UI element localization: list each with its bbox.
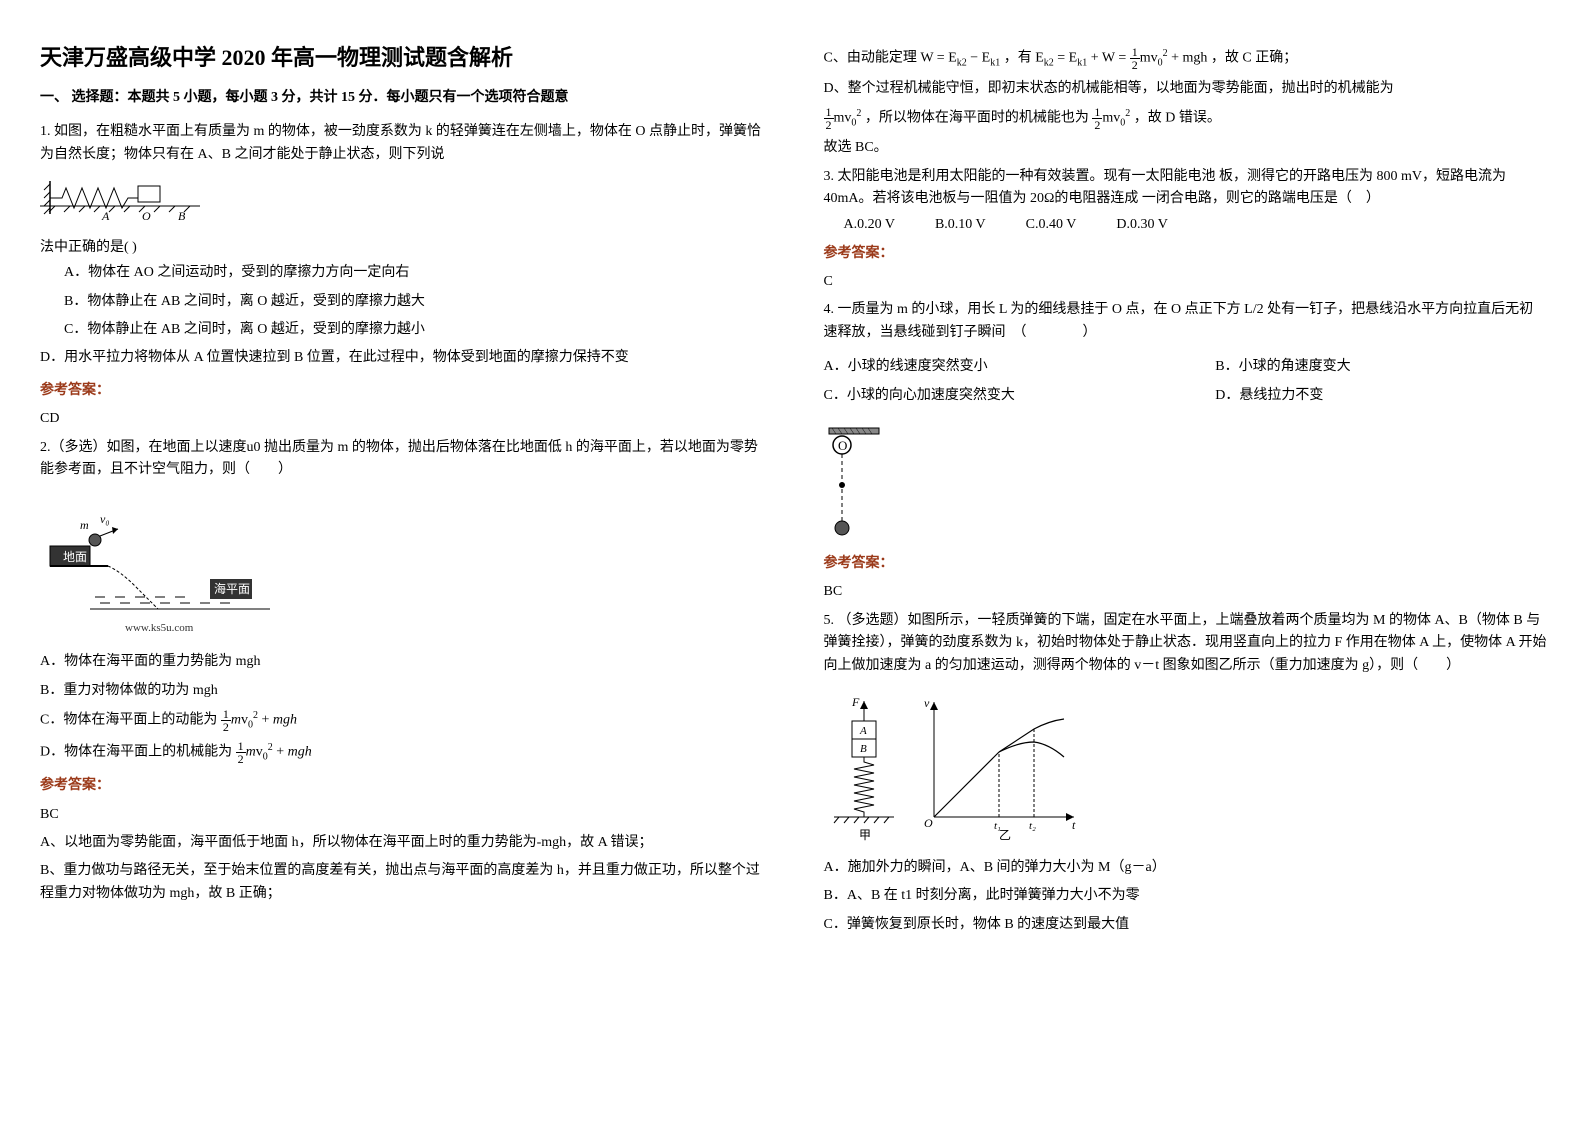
q3-answer: C	[824, 271, 1548, 293]
q2-optB: B．重力对物体做的功为 mgh	[40, 680, 764, 702]
q3-optB: B.0.10 V	[935, 217, 986, 233]
q1-stem2: 法中正确的是( )	[40, 240, 137, 255]
q4-figure: O	[824, 423, 924, 543]
q2-answer: BC	[40, 804, 764, 826]
q5-figure: B A F 甲 v t O t₁ t₂ 乙	[824, 687, 1084, 847]
svg-text:O: O	[142, 209, 151, 223]
q2-explC-pre: C、由动能定理	[824, 51, 921, 66]
q5-optB: B．A、B 在 t1 时刻分离，此时弹簧弹力大小不为零	[824, 885, 1548, 907]
q3-options: A.0.20 V B.0.10 V C.0.40 V D.0.30 V	[824, 217, 1548, 233]
section-header: 一、 选择题：本题共 5 小题，每小题 3 分，共计 15 分．每小题只有一个选…	[40, 87, 764, 109]
svg-text:A: A	[859, 725, 867, 737]
q3-answer-label: 参考答案：	[824, 243, 1548, 265]
q2-explD: D、整个过程机械能守恒，即初末状态的机械能相等，以地面为零势能面，抛出时的机械能…	[824, 78, 1548, 100]
q5-optC: C．弹簧恢复到原长时，物体 B 的速度达到最大值	[824, 914, 1548, 936]
q2-explD2-post: ，故 D 错误。	[1134, 111, 1221, 126]
svg-text:O: O	[838, 438, 847, 453]
svg-text:乙: 乙	[999, 828, 1011, 842]
q2-optC-pre: C．物体在海平面上的动能为	[40, 713, 221, 728]
q1-figure: A O B	[40, 176, 210, 226]
q2-explC-mid: ，有	[1004, 51, 1036, 66]
q4-answer-label: 参考答案：	[824, 553, 1548, 575]
q2-optC: C．物体在海平面上的动能为 12mv02 + mgh	[40, 708, 764, 734]
q1-optC: C．物体静止在 AB 之间时，离 O 越近，受到的摩擦力越小	[64, 319, 764, 341]
left-column: 天津万盛高级中学 2020 年高一物理测试题含解析 一、 选择题：本题共 5 小…	[40, 40, 764, 942]
q1-optD: D．用水平拉力将物体从 A 位置快速拉到 B 位置，在此过程中，物体受到地面的摩…	[40, 347, 764, 369]
svg-text:v₀: v₀	[100, 512, 110, 526]
q4-optC: C．小球的向心加速度突然变大	[824, 385, 1156, 407]
q3-optA: A.0.20 V	[844, 217, 895, 233]
q1-answer-label: 参考答案：	[40, 380, 764, 402]
fig2-ground-label: 地面	[63, 550, 87, 564]
q5-stem: 5. （多选题）如图所示，一轻质弹簧的下端，固定在水平面上，上端叠放着两个质量均…	[824, 610, 1548, 677]
q2-optD: D．物体在海平面上的机械能为 12mv02 + mgh	[40, 740, 764, 766]
q4-answer: BC	[824, 581, 1548, 603]
q2-explC-post: ，故 C 正确；	[1211, 51, 1297, 66]
svg-text:B: B	[860, 743, 867, 755]
q1-answer: CD	[40, 408, 764, 430]
q3-optD: D.0.30 V	[1116, 217, 1167, 233]
q5-optA: A．施加外力的瞬间，A、B 间的弹力大小为 M（g－a）	[824, 857, 1548, 879]
q3-optC: C.0.40 V	[1026, 217, 1077, 233]
q2-explD2-mid: ，所以物体在海平面时的机械能也为	[865, 111, 1093, 126]
q4-optD: D．悬线拉力不变	[1215, 385, 1547, 407]
svg-text:m: m	[80, 518, 89, 532]
q1-optA: A．物体在 AO 之间运动时，受到的摩擦力方向一定向右	[64, 262, 764, 284]
fig2-sea-label: 海平面	[214, 581, 250, 596]
q2-concl: 故选 BC。	[824, 137, 1548, 159]
svg-text:A: A	[101, 209, 110, 223]
q2-optA: A．物体在海平面的重力势能为 mgh	[40, 651, 764, 673]
q2-explA: A、以地面为零势能面，海平面低于地面 h，所以物体在海平面上时的重力势能为-mg…	[40, 832, 764, 854]
svg-text:t: t	[1072, 818, 1076, 832]
svg-text:O: O	[924, 816, 933, 830]
q2-explD2: 12mv02 ，所以物体在海平面时的机械能也为 12mv02 ，故 D 错误。	[824, 106, 1548, 132]
page-title: 天津万盛高级中学 2020 年高一物理测试题含解析	[40, 40, 764, 72]
q4-options: A．小球的线速度突然变小 C．小球的向心加速度突然变大 B．小球的角速度变大 D…	[824, 350, 1548, 413]
q1-stem1: 1. 如图，在粗糙水平面上有质量为 m 的物体，被一劲度系数为 k 的轻弹簧连在…	[40, 121, 764, 166]
q1-optB: B．物体静止在 AB 之间时，离 O 越近，受到的摩擦力越大	[64, 291, 764, 313]
svg-text:v: v	[924, 696, 930, 710]
q2-stem: 2.（多选）如图，在地面上以速度u0 抛出质量为 m 的物体，抛出后物体落在比地…	[40, 437, 764, 482]
q4-stem: 4. 一质量为 m 的小球，用长 L 为的细线悬挂于 O 点，在 O 点正下方 …	[824, 299, 1548, 344]
right-column: C、由动能定理 W = Ek2 − Ek1 ，有 Ek2 = Ek1 + W =…	[824, 40, 1548, 942]
fig2-url: www.ks5u.com	[125, 622, 194, 634]
q2-explB: B、重力做功与路径无关，至于始末位置的高度差有关，抛出点与海平面的高度差为 h，…	[40, 860, 764, 905]
svg-text:F: F	[851, 695, 860, 709]
q2-figure: 地面 m v₀ 海平面 www.ks5u.com	[40, 491, 290, 641]
svg-text:甲: 甲	[859, 828, 871, 842]
q4-optB: B．小球的角速度变大	[1215, 356, 1547, 378]
svg-text:B: B	[178, 209, 186, 223]
q4-optA: A．小球的线速度突然变小	[824, 356, 1156, 378]
q2-explC: C、由动能定理 W = Ek2 − Ek1 ，有 Ek2 = Ek1 + W =…	[824, 46, 1548, 72]
svg-text:t₂: t₂	[1029, 820, 1036, 832]
q2-optD-pre: D．物体在海平面上的机械能为	[40, 744, 236, 759]
q2-answer-label: 参考答案：	[40, 775, 764, 797]
q3-stem: 3. 太阳能电池是利用太阳能的一种有效装置。现有一太阳能电池 板，测得它的开路电…	[824, 166, 1548, 211]
